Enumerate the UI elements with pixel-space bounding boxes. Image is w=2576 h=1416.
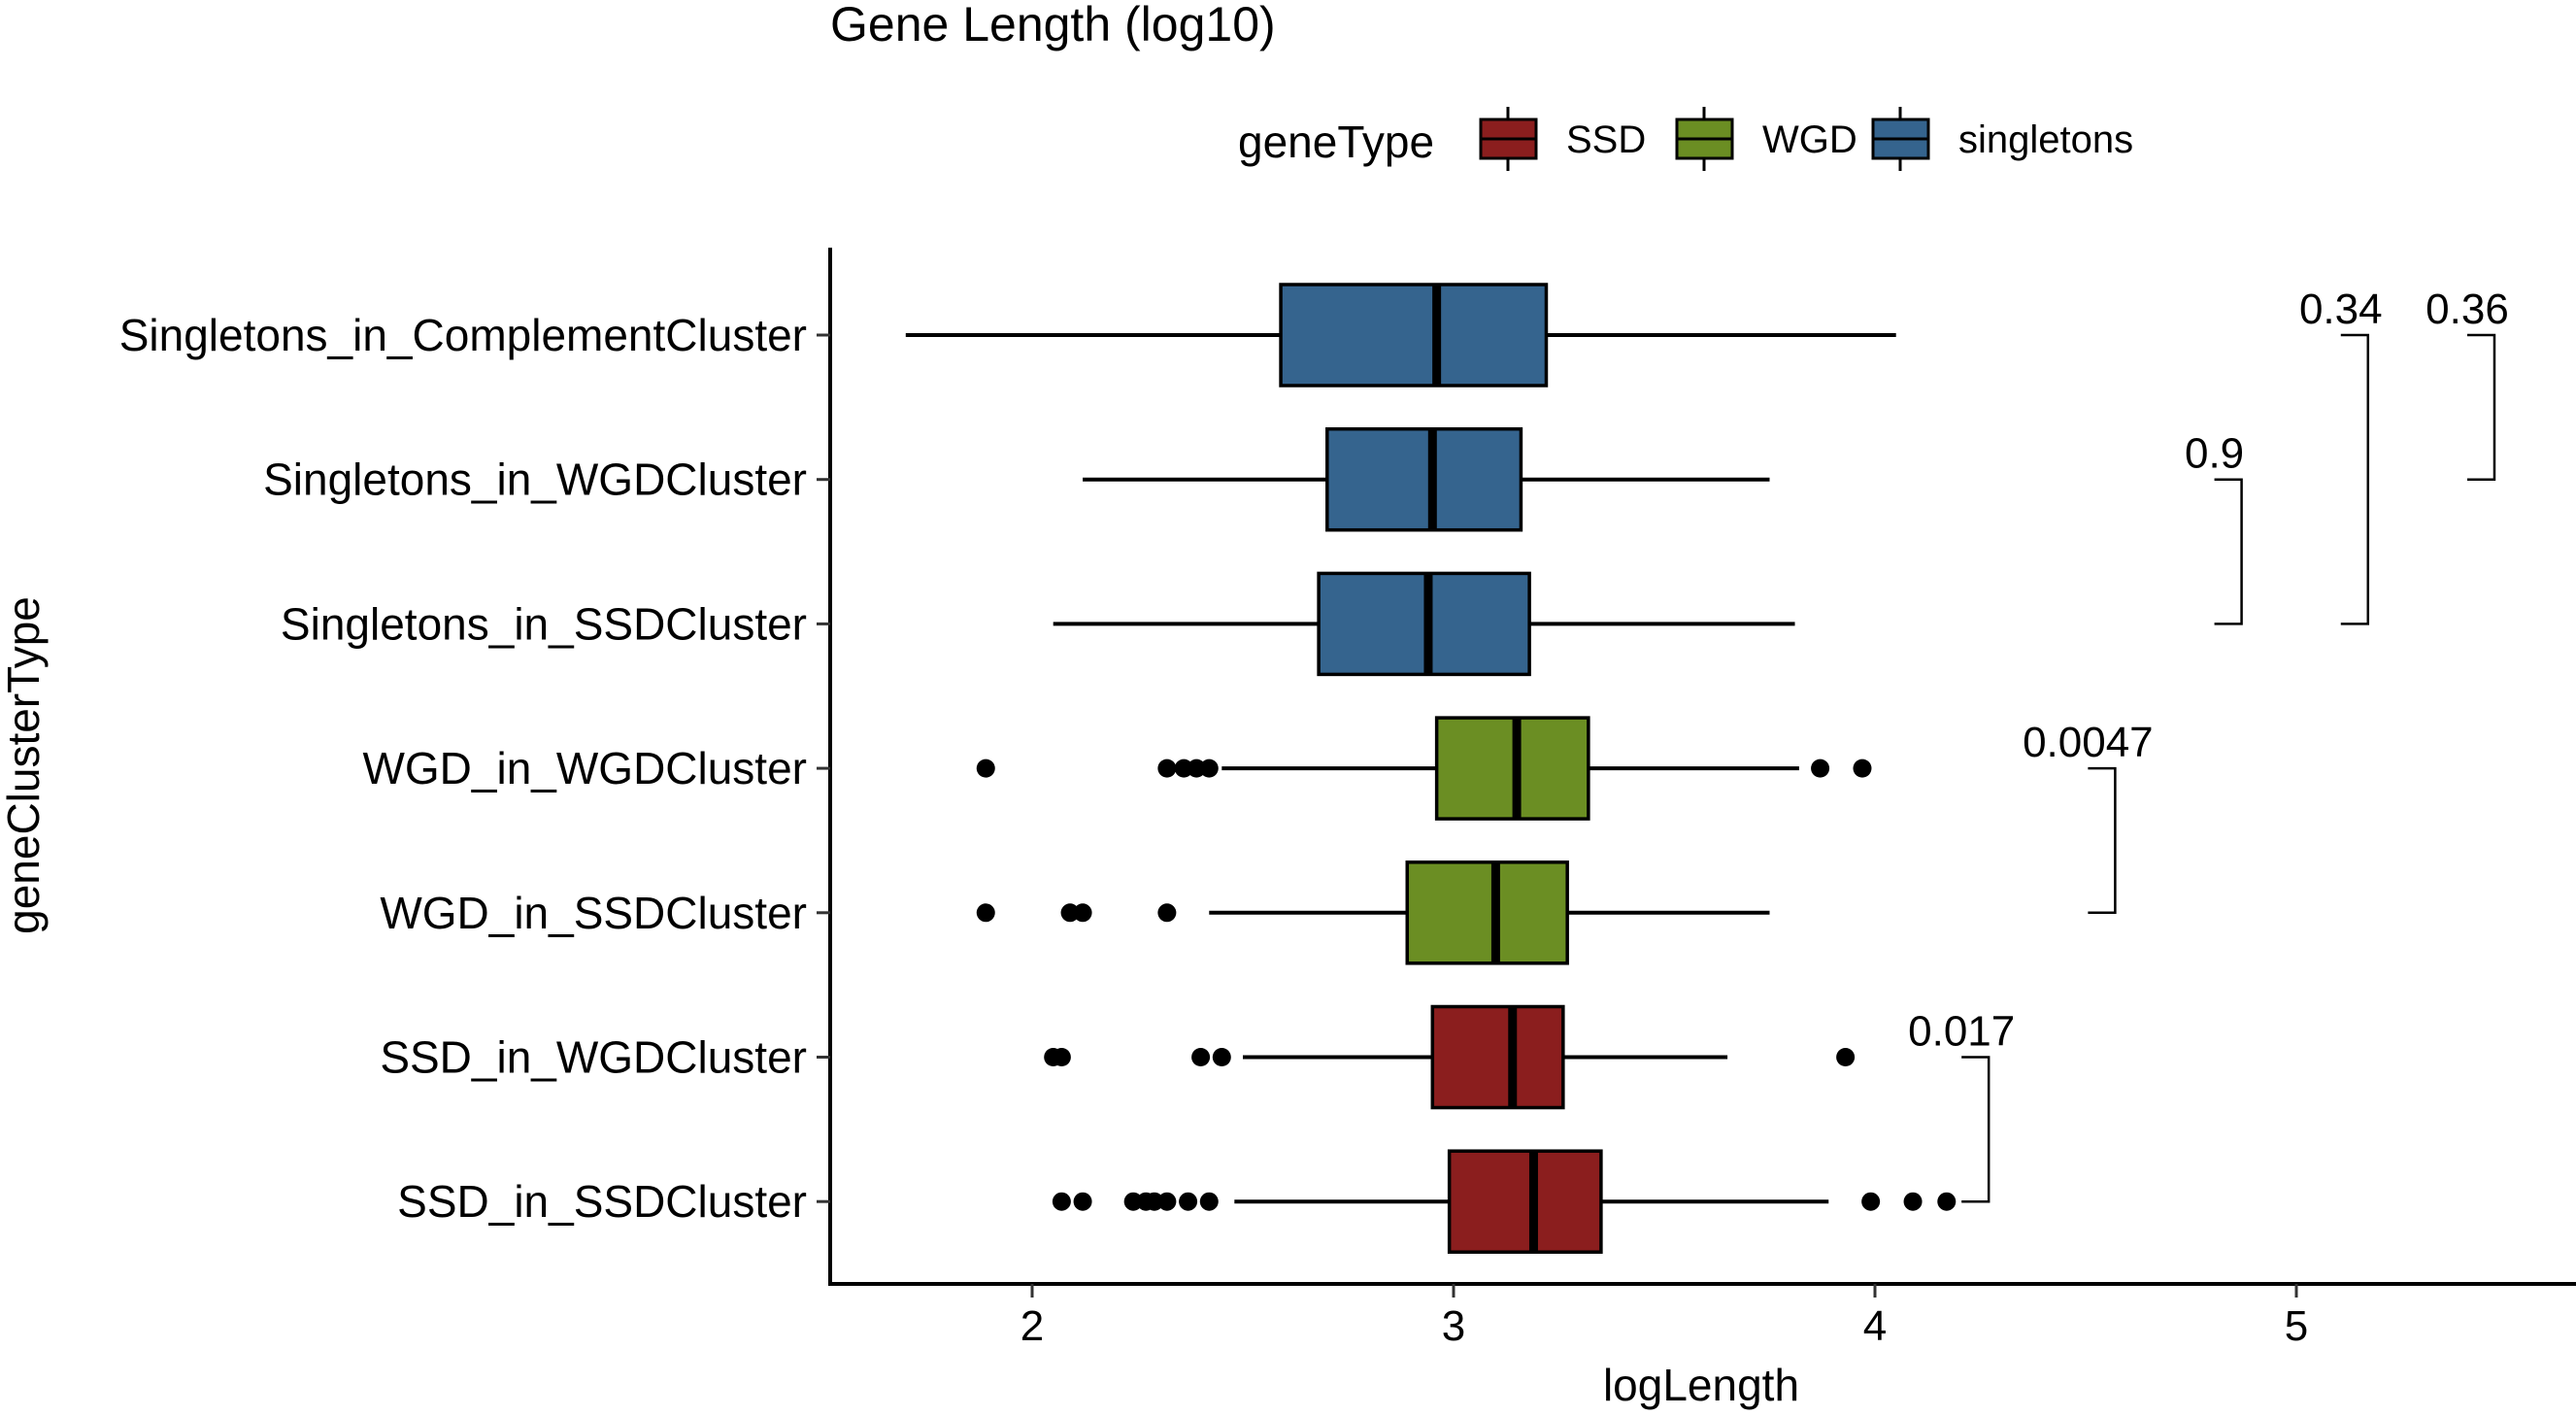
y-tick-label: Singletons_in_ComplementCluster	[119, 310, 807, 360]
comparison-bracket: 0.0047	[2023, 719, 2154, 915]
y-tick-label: SSD_in_SSDCluster	[397, 1176, 807, 1227]
outlier-point	[1836, 1048, 1856, 1066]
outlier-point	[1157, 903, 1177, 923]
bracket-line	[1961, 1056, 1991, 1203]
outlier-point	[1853, 759, 1872, 778]
bracket-line	[2340, 333, 2370, 625]
legend-label: WGD	[1762, 118, 1857, 161]
box-group	[1083, 426, 1770, 532]
outlier-point	[1903, 1192, 1923, 1211]
x-tick-label: 2	[1020, 1302, 1044, 1350]
outlier-point	[1861, 1192, 1881, 1211]
outlier-point	[1073, 903, 1092, 923]
comparison-bracket: 0.34	[2299, 286, 2383, 625]
legend-item: WGD	[1675, 107, 1857, 171]
outlier-point	[1052, 1048, 1071, 1066]
box	[1447, 1149, 1603, 1254]
box-group	[905, 283, 1896, 388]
outlier-point	[1212, 1048, 1231, 1066]
y-axis-title: geneClusterType	[0, 596, 49, 934]
bracket-line	[2466, 333, 2496, 481]
legend-label: singletons	[1958, 118, 2133, 161]
outlier-point	[1123, 1192, 1143, 1211]
outlier-point	[1199, 1192, 1219, 1211]
box-group	[1052, 1149, 1957, 1254]
legend-item: singletons	[1871, 107, 2133, 171]
comparison-bracket: 0.36	[2425, 286, 2509, 481]
outlier-point	[1145, 1192, 1164, 1211]
box	[1430, 1004, 1565, 1110]
plot-area: 2 3 4 5 Singletons_in_ComplementCluster Singl…	[119, 248, 2576, 1350]
outlier-point	[1179, 1192, 1198, 1211]
legend-item: SSD	[1479, 107, 1646, 171]
outlier-point	[1937, 1192, 1957, 1211]
outlier-point	[1811, 759, 1830, 778]
legend-title: geneType	[1238, 117, 1434, 167]
bracket-line	[2088, 766, 2117, 915]
outlier-point	[1073, 1192, 1092, 1211]
p-value-label: 0.9	[2185, 430, 2244, 478]
outlier-point	[1052, 1192, 1071, 1211]
outlier-point	[976, 759, 995, 778]
p-value-label: 0.0047	[2023, 719, 2154, 766]
y-tick-label: SSD_in_WGDCluster	[380, 1032, 807, 1083]
comparison-bracket: 0.017	[1908, 1008, 2015, 1203]
p-value-label: 0.36	[2425, 286, 2509, 333]
outlier-point	[1157, 759, 1177, 778]
x-tick-label: 5	[2285, 1302, 2308, 1350]
y-tick-label: WGD_in_SSDCluster	[380, 888, 807, 938]
box-group	[1044, 1004, 1856, 1110]
p-value-label: 0.017	[1908, 1008, 2015, 1056]
outlier-point	[1060, 903, 1080, 923]
box-group	[976, 860, 1770, 965]
box	[1279, 283, 1549, 388]
chart-title: Gene Length (log10)	[830, 0, 1276, 51]
box	[1405, 860, 1569, 965]
y-tick-label: Singletons_in_SSDCluster	[281, 598, 807, 649]
outlier-point	[1187, 759, 1206, 778]
box-group	[1053, 571, 1795, 677]
box-group	[976, 716, 1872, 821]
y-tick-label: Singletons_in_WGDCluster	[263, 455, 807, 505]
outlier-point	[1174, 759, 1193, 778]
comparison-bracket: 0.9	[2185, 430, 2244, 625]
legend: geneType SSD WGD singletons	[1238, 107, 2133, 171]
p-value-label: 0.34	[2299, 286, 2383, 333]
x-tick-label: 3	[1442, 1302, 1465, 1350]
outlier-point	[1191, 1048, 1211, 1066]
bracket-line	[2214, 478, 2243, 625]
outlier-point	[1199, 759, 1219, 778]
outlier-point	[1157, 1192, 1177, 1211]
box	[1325, 426, 1523, 532]
legend-label: SSD	[1566, 118, 1646, 161]
outlier-point	[976, 903, 995, 923]
x-axis-title: logLength	[1603, 1360, 1799, 1410]
y-tick-label: WGD_in_WGDCluster	[362, 743, 807, 793]
x-tick-label: 4	[1863, 1302, 1887, 1350]
